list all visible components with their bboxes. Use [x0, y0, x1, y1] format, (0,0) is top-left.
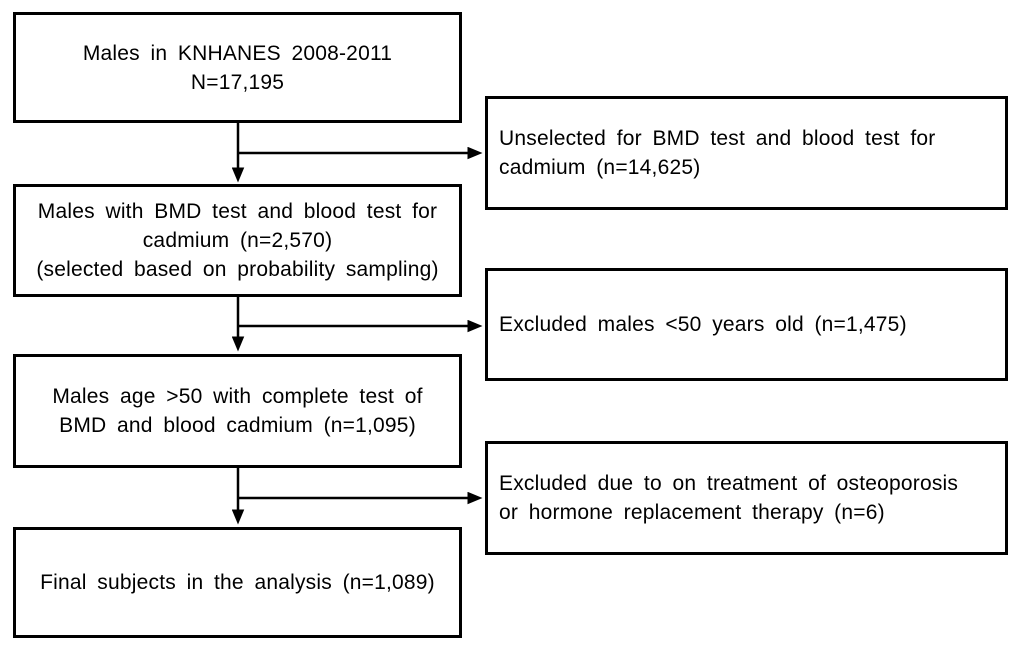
box-text-line: (selected based on probability sampling) [36, 258, 439, 281]
box-text-line: N=17,195 [190, 70, 285, 94]
box-text-line: Males in KNHANES 2008-2011 [82, 41, 393, 65]
box-text-line: Males age >50 with complete test of [52, 385, 423, 408]
box-unselected-for-bmd-test: Unselected for BMD test and blood test f… [485, 96, 1008, 210]
box-text-line: cadmium (n=14,625) [499, 156, 701, 179]
box-text-line: cadmium (n=2,570) [142, 229, 333, 252]
box-text-line: Excluded males <50 years old (n=1,475) [499, 313, 907, 336]
box-text-line: Males with BMD test and blood test for [37, 200, 438, 223]
box-males-age-over-50: Males age >50 with complete test of BMD … [13, 354, 462, 468]
box-text-line: BMD and blood cadmium (n=1,095) [59, 414, 416, 437]
box-text-line: Final subjects in the analysis (n=1,089) [40, 571, 435, 594]
box-text-line: Unselected for BMD test and blood test f… [499, 127, 936, 150]
box-excluded-treatment: Excluded due to on treatment of osteopor… [485, 441, 1008, 555]
box-text-line: or hormone replacement therapy (n=6) [499, 501, 885, 524]
box-excluded-under-50: Excluded males <50 years old (n=1,475) [485, 268, 1008, 381]
box-final-subjects: Final subjects in the analysis (n=1,089) [13, 527, 462, 638]
box-text-line: Excluded due to on treatment of osteopor… [499, 472, 959, 495]
box-males-with-bmd-test: Males with BMD test and blood test for c… [13, 184, 462, 297]
box-males-in-knhanes: Males in KNHANES 2008-2011 N=17,195 [13, 12, 462, 123]
